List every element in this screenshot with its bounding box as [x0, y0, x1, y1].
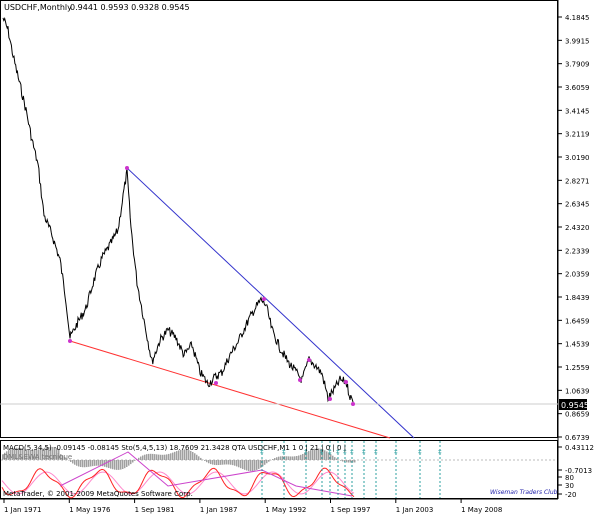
- cycle-marker-glyph: ‡: [418, 448, 422, 456]
- current-price-label: 0.9545: [561, 401, 589, 410]
- indicator-sub-label: DML&EWA tecnique: [3, 453, 72, 461]
- pivot-marker: [68, 339, 72, 343]
- price-tick-label: 4.1845: [565, 14, 590, 22]
- time-tick-label: 1 Sep 1997: [331, 506, 371, 514]
- pivot-marker: [298, 378, 302, 382]
- price-tick-label: 2.4320: [565, 224, 590, 232]
- pivot-marker: [125, 166, 129, 170]
- symbol-label: USDCHF,Monthly: [4, 3, 72, 12]
- price-tick-label: 3.7909: [565, 61, 590, 69]
- price-tick-label: 0.6739: [565, 434, 590, 442]
- price-tick-label: 2.0359: [565, 271, 590, 279]
- indicator-tick-label: 30: [565, 482, 574, 490]
- time-tick-label: 1 Sep 1981: [135, 506, 175, 514]
- cycle-marker-glyph: ‡: [438, 448, 442, 456]
- price-tick-label: 0.8659: [565, 411, 590, 419]
- time-tick-label: 1 May 1976: [69, 506, 111, 514]
- price-tick-label: 3.0190: [565, 154, 590, 162]
- time-tick-label: 1 Jan 2003: [396, 506, 434, 514]
- price-axis: 4.1845 3.9915 3.7909 3.6059 3.4145 3.2119 3.01…: [558, 14, 590, 442]
- price-tick-label: 2.8271: [565, 177, 590, 185]
- main-chart-frame: [1, 1, 558, 438]
- cycle-marker-glyph: ‡: [350, 448, 354, 456]
- price-tick-label: 1.6459: [565, 317, 590, 325]
- time-axis: 1 Jan 1971 1 May 1976 1 Sep 1981 1 Jan 1987…: [4, 499, 502, 514]
- pivot-marker: [344, 380, 348, 384]
- price-tick-label: 2.2339: [565, 247, 590, 255]
- price-tick-label: 1.2559: [565, 364, 590, 372]
- price-tick-label: 3.6059: [565, 84, 590, 92]
- time-tick-label: 1 Jan 1987: [200, 506, 238, 514]
- time-tick-label: 1 Jan 1971: [4, 506, 42, 514]
- price-tick-label: 3.2119: [565, 131, 590, 139]
- indicator-tick-label: 80: [565, 474, 574, 482]
- ohlc-values: 0.9441 0.9593 0.9328 0.9545: [70, 3, 190, 12]
- watermark-text: Wiseman Traders Club: [490, 489, 558, 496]
- copyright-text: MetaTrader, © 2001-2009 MetaQuotes Softw…: [3, 490, 193, 498]
- price-tick-label: 1.0639: [565, 387, 590, 395]
- cycle-marker-glyph: ‡: [394, 448, 398, 456]
- time-tick-label: 1 May 2008: [461, 506, 502, 514]
- price-tick-label: 2.6345: [565, 201, 590, 209]
- price-tick-label: 1.8439: [565, 294, 590, 302]
- indicator-tick-label: -20: [565, 491, 576, 499]
- price-tick-label: 3.4145: [565, 107, 590, 115]
- time-tick-label: 1 May 1992: [265, 506, 306, 514]
- indicator-tick-label: 0.43112: [565, 444, 594, 452]
- pivot-marker: [214, 381, 218, 385]
- price-tick-label: 3.9915: [565, 37, 590, 45]
- cycle-marker-glyph: ‡: [374, 448, 378, 456]
- pivot-marker: [351, 402, 355, 406]
- pivot-marker: [262, 297, 266, 301]
- pivot-marker: [328, 397, 332, 401]
- cycle-marker-glyph: ‡: [362, 448, 366, 456]
- indicator-legend: MACD(5,34,5) -0.09145 -0.08145 Sto(5,4,5…: [3, 444, 346, 452]
- price-tick-label: 1.4539: [565, 341, 590, 349]
- pivot-marker: [307, 358, 311, 362]
